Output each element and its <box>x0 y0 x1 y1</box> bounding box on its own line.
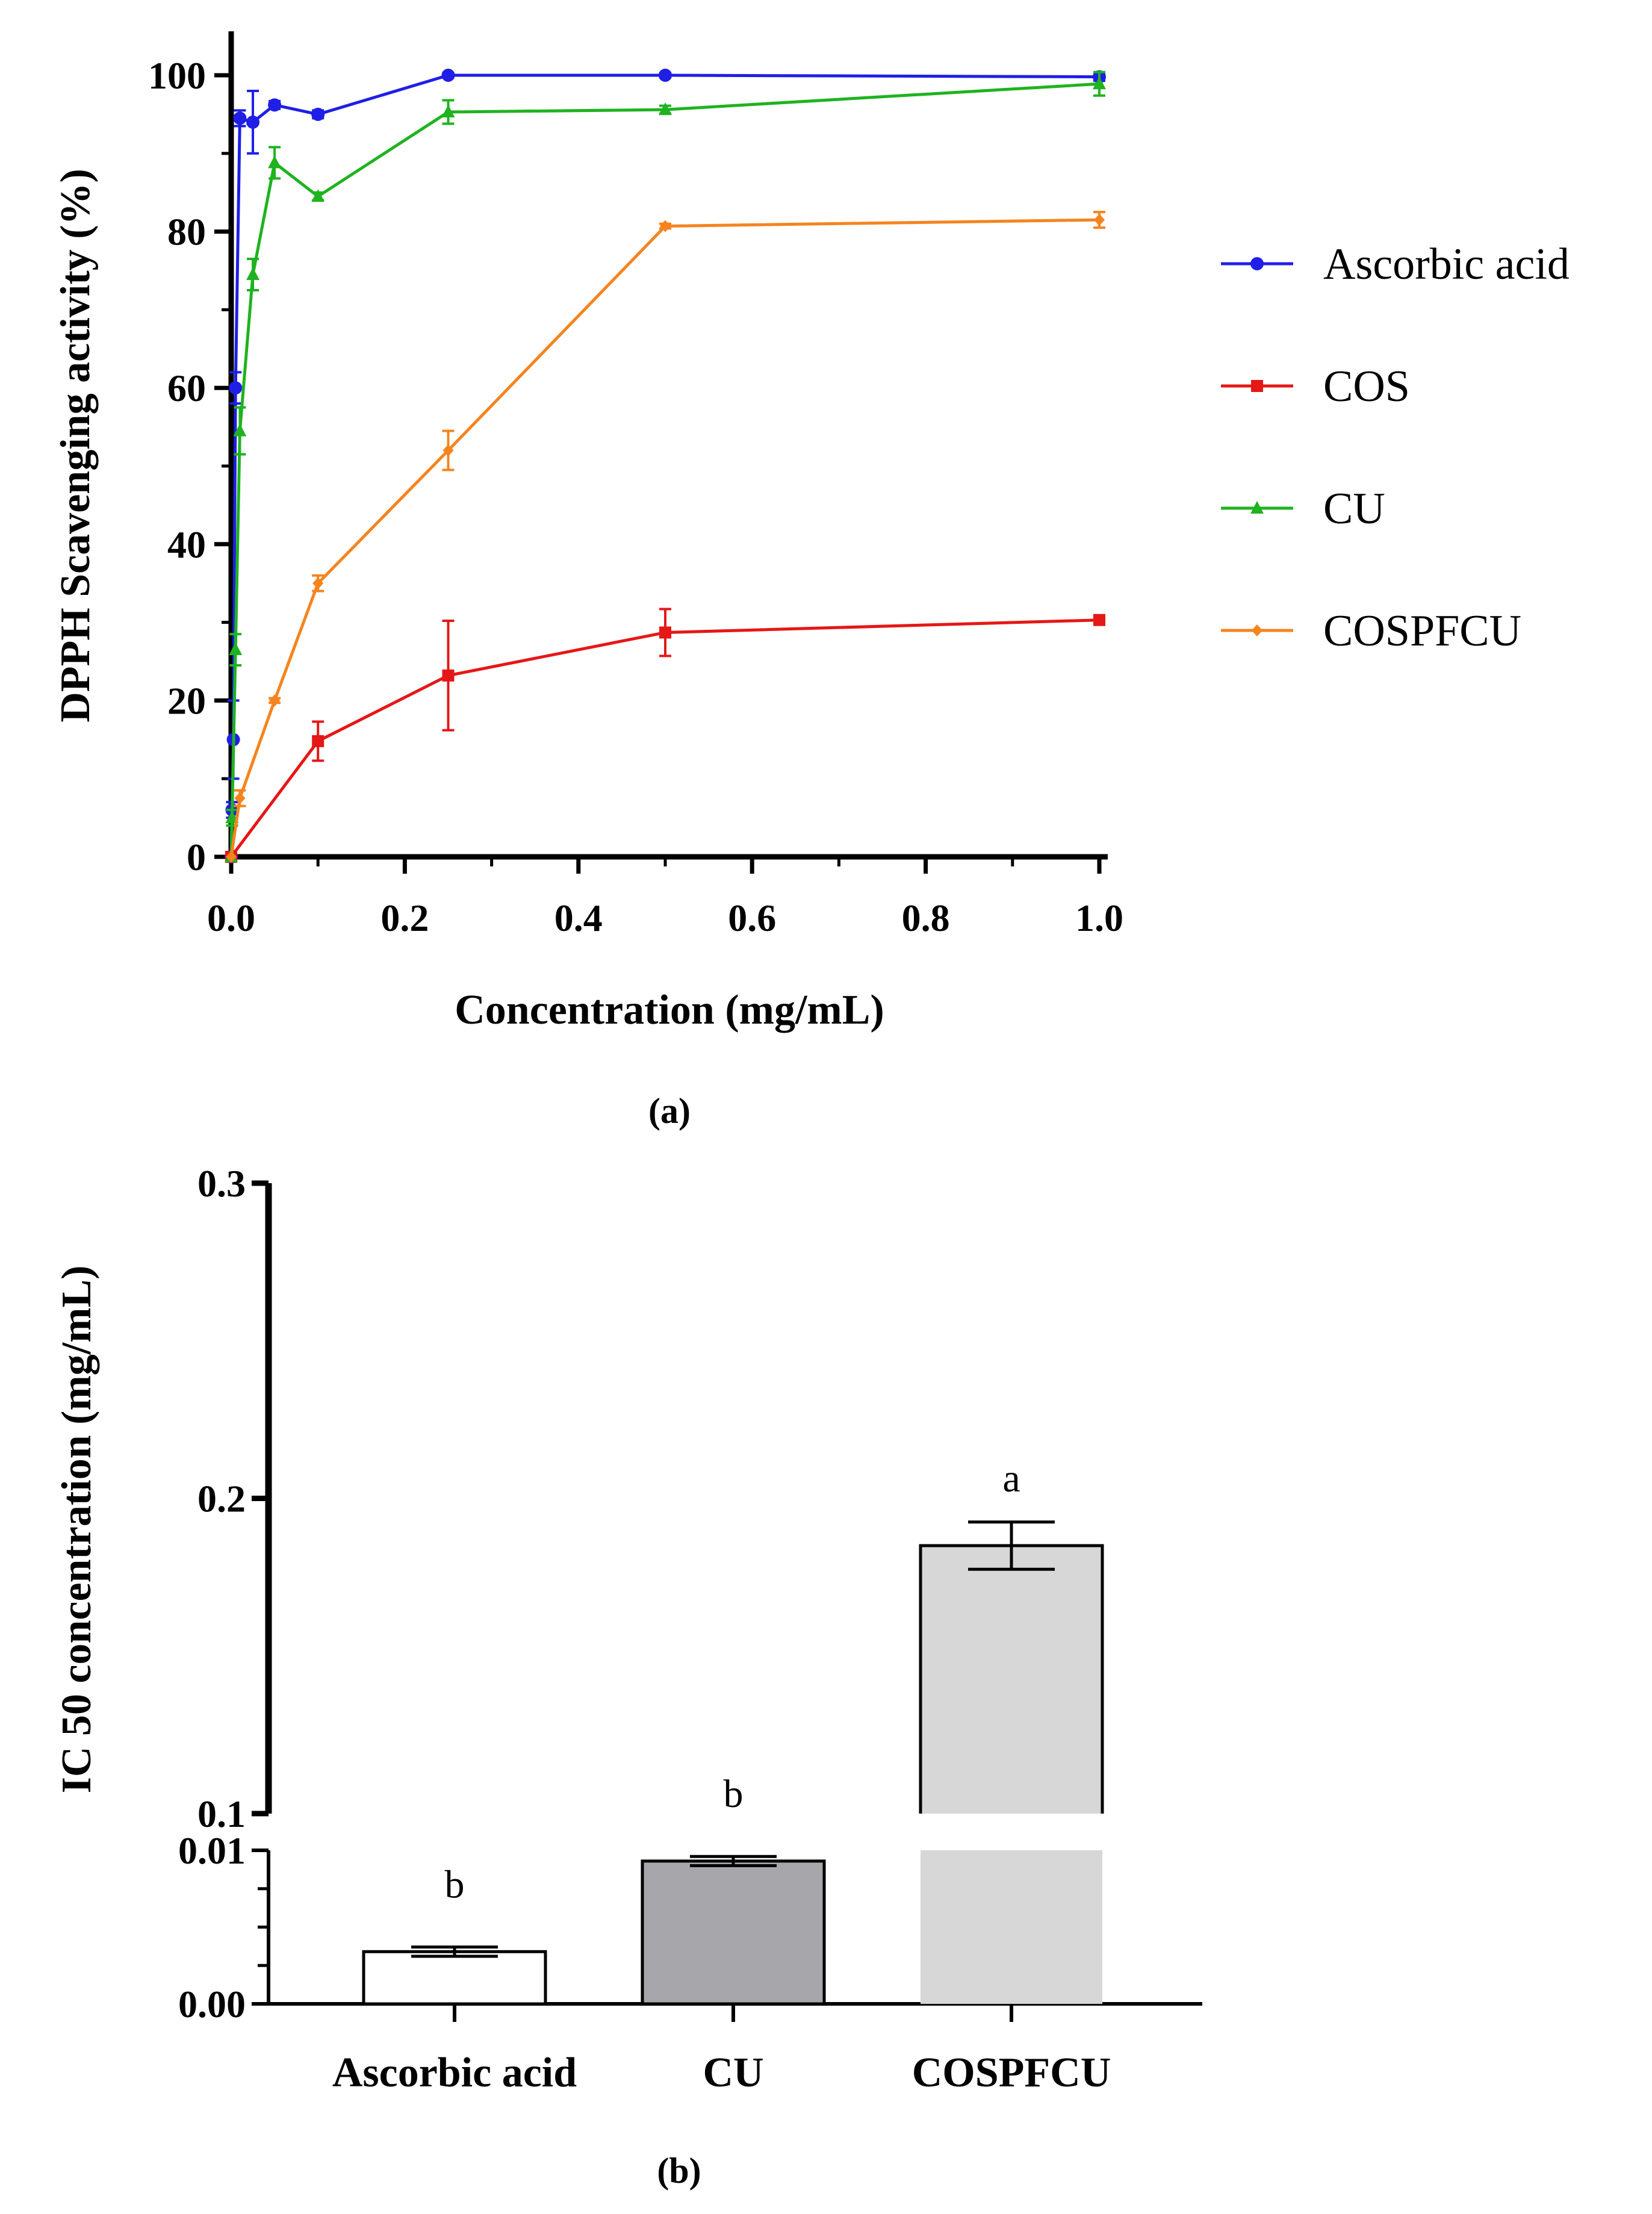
panel-b-label: (b) <box>657 2151 701 2191</box>
y-tick-label: 20 <box>167 679 206 722</box>
data-point <box>659 102 672 116</box>
panel-a-y-ticks: 0 20 40 60 80 100 <box>148 54 231 878</box>
data-point <box>312 577 324 589</box>
data-point <box>1093 614 1105 626</box>
significance-letter: a <box>1002 1457 1020 1500</box>
y-tick-label: 0.1 <box>197 1793 246 1835</box>
legend-marker <box>1252 624 1262 636</box>
y-tick-label: 60 <box>167 367 206 409</box>
legend-entry-cu: CU <box>1221 484 1385 533</box>
panel-a-series <box>225 69 1106 863</box>
data-point <box>229 381 243 395</box>
bar-cospfcu-lower <box>921 1850 1102 2004</box>
legend-marker <box>1250 257 1264 270</box>
y-tick-label: 80 <box>167 211 206 253</box>
y-tick-label: 0.3 <box>197 1162 246 1205</box>
bar-group-ascorbic-acid: b <box>362 1862 547 2006</box>
data-point <box>234 792 246 804</box>
data-point <box>441 69 455 82</box>
legend-marker <box>1251 380 1263 392</box>
panel-a-axes <box>228 31 1108 860</box>
data-point <box>246 267 260 280</box>
bar-cu <box>641 1859 826 2006</box>
line-chart-panel-a: 0 20 40 60 80 100 0.0 0.2 0.4 0.6 0.8 1.0 Ascorbic… <box>52 31 1570 1131</box>
category-label: COSPFCU <box>912 2050 1111 2096</box>
data-point <box>246 115 260 129</box>
y-tick-label: 0.2 <box>197 1478 246 1520</box>
bar-cospfcu-upper <box>921 1546 1102 1814</box>
data-point <box>442 444 454 457</box>
series-ascorbic-acid <box>225 69 1106 863</box>
y-tick-label: 0.00 <box>178 1983 246 2026</box>
panel-b-y-axis-label: IC 50 concentration (mg/mL) <box>54 1266 100 1794</box>
bar-group-cu: b <box>641 1772 826 2006</box>
series-cu <box>225 70 1106 862</box>
legend-marker <box>1250 501 1264 514</box>
category-label: CU <box>703 2050 763 2096</box>
data-point <box>233 111 247 125</box>
panel-b-y-ticks: 0.1 0.2 0.3 0.00 0.01 <box>178 1162 269 2026</box>
data-point <box>226 851 237 863</box>
x-tick-label: 0.8 <box>902 897 950 939</box>
data-point <box>312 735 324 747</box>
x-tick-label: 0.2 <box>380 897 429 939</box>
legend-label: COS <box>1323 362 1410 411</box>
panel-b-bars: b b a <box>362 1457 1104 2006</box>
data-point <box>659 69 672 82</box>
legend-entry-cos: COS <box>1221 362 1410 411</box>
panel-a-label: (a) <box>648 1091 691 1131</box>
panel-a-y-axis-label: DPPH Scavenging activity (%) <box>52 169 99 723</box>
data-point <box>311 107 325 121</box>
data-point <box>268 98 282 112</box>
x-tick-label: 0.0 <box>207 897 255 939</box>
bar-ascorbic-acid <box>362 1950 547 2006</box>
legend: Ascorbic acid COS CU COSPFCU <box>1221 240 1570 656</box>
y-tick-label: 40 <box>167 523 206 566</box>
data-point <box>442 669 455 682</box>
legend-label: COSPFCU <box>1323 606 1521 656</box>
data-point <box>233 423 247 437</box>
data-point <box>1094 214 1105 226</box>
series-cos <box>225 608 1105 863</box>
legend-label: CU <box>1323 484 1385 533</box>
y-tick-label: 0 <box>187 836 206 878</box>
panel-b-categories: Ascorbic acid CU COSPFCU <box>332 2004 1111 2096</box>
x-tick-label: 0.6 <box>728 897 776 939</box>
data-point <box>311 189 325 202</box>
series-cospfcu <box>226 211 1105 863</box>
panel-a-x-axis-label: Concentration (mg/mL) <box>455 987 884 1033</box>
data-point <box>660 220 671 232</box>
bar-chart-panel-b: b b a 0.1 0.2 0.3 0.00 0.01 Ascorbic acid CU COS… <box>54 1162 1202 2191</box>
series-line-ascorbic-acid <box>229 73 1100 857</box>
legend-entry-ascorbic-acid: Ascorbic acid <box>1221 240 1570 289</box>
legend-label: Ascorbic acid <box>1323 240 1570 289</box>
data-point <box>268 155 282 169</box>
data-point <box>1093 76 1106 90</box>
panel-a-x-ticks: 0.0 0.2 0.4 0.6 0.8 1.0 <box>207 857 1123 939</box>
series-line-cu <box>229 82 1100 857</box>
significance-letter: b <box>445 1862 465 1906</box>
y-tick-label: 100 <box>148 54 206 97</box>
series-line-cospfcu <box>229 218 1100 857</box>
bar-group-cospfcu: a <box>919 1457 1104 2004</box>
data-point <box>441 105 455 118</box>
x-tick-label: 1.0 <box>1075 897 1123 939</box>
data-point <box>229 642 243 656</box>
significance-letter: b <box>724 1772 744 1816</box>
y-tick-label: 0.01 <box>178 1829 246 1872</box>
data-point <box>659 626 671 639</box>
data-point <box>269 694 281 707</box>
x-tick-label: 0.4 <box>554 897 603 939</box>
legend-entry-cospfcu: COSPFCU <box>1221 606 1521 656</box>
category-label: Ascorbic acid <box>332 2050 577 2096</box>
